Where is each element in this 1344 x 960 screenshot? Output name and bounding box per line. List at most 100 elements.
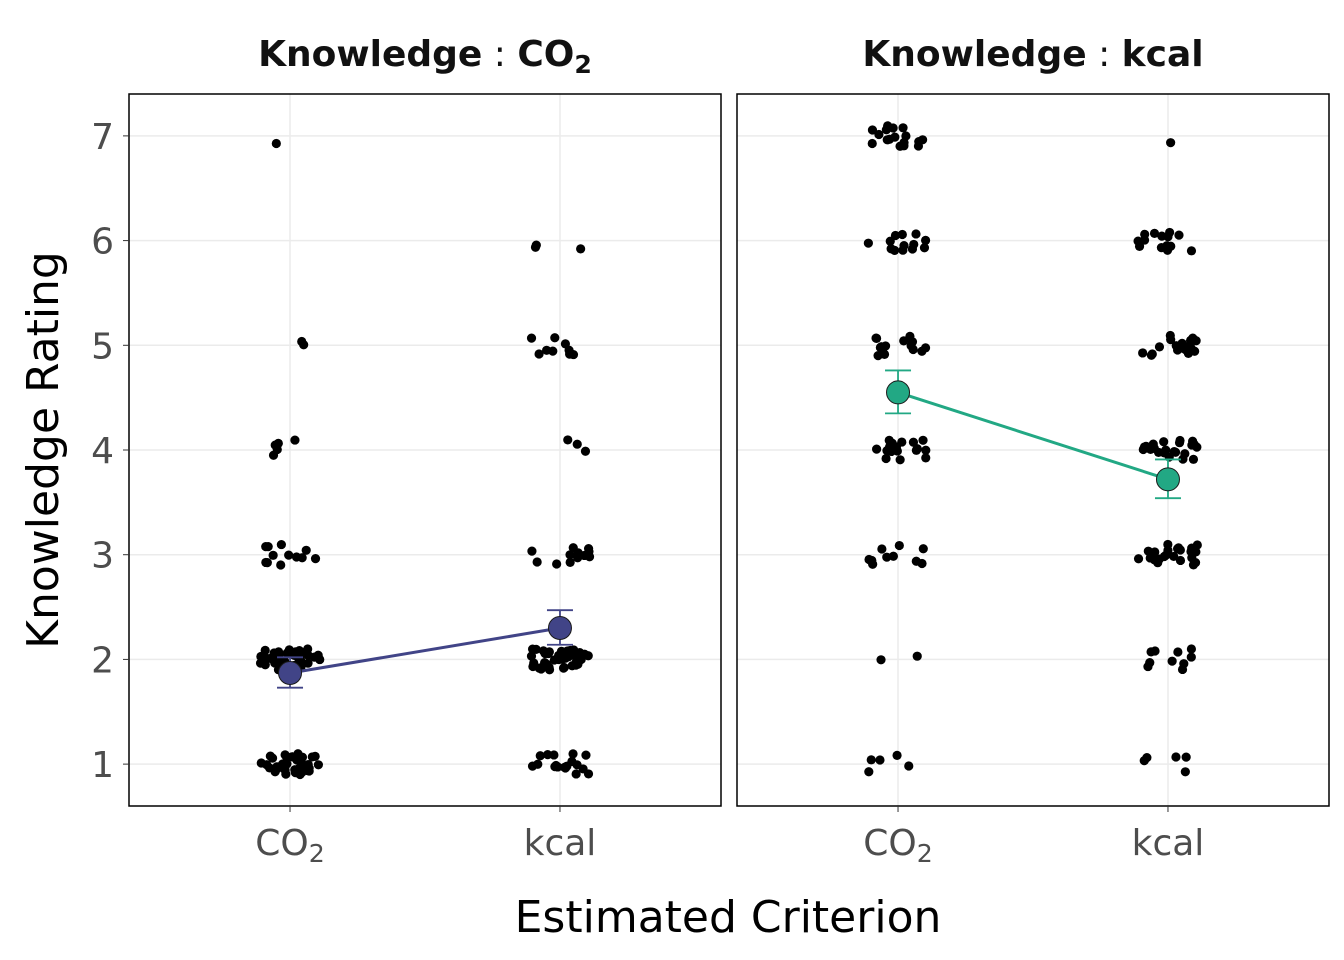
data-point [270, 658, 280, 668]
data-point [1133, 554, 1144, 564]
data-point [866, 755, 876, 765]
data-point [1139, 235, 1150, 245]
data-point [1161, 550, 1171, 560]
data-point [527, 546, 537, 556]
data-point [528, 661, 538, 672]
data-point [557, 654, 567, 664]
data-point [580, 446, 591, 456]
data-point [1139, 756, 1149, 766]
data-point [583, 769, 594, 779]
panel-border [736, 93, 1330, 807]
data-point [1188, 454, 1199, 464]
data-point [261, 542, 271, 552]
facet-strip-title: Knowledge : CO2 [258, 34, 592, 79]
data-point [280, 750, 290, 760]
data-point [552, 559, 562, 569]
data-point [526, 333, 537, 343]
data-point [1180, 767, 1190, 777]
data-point [1181, 752, 1191, 762]
y-tick-label: 4 [91, 431, 114, 472]
data-point [1181, 342, 1191, 352]
data-point [583, 651, 593, 661]
y-tick-label: 1 [91, 745, 114, 786]
data-point [1174, 230, 1184, 240]
data-point [872, 444, 882, 454]
y-axis-title: Knowledge Rating [18, 251, 69, 649]
data-point [1154, 342, 1165, 352]
x-tick-label: kcal [524, 823, 597, 864]
data-point [920, 343, 931, 353]
x-axis-title: Estimated Criterion [515, 892, 942, 943]
data-point [550, 762, 560, 772]
data-point [303, 759, 313, 770]
data-point [294, 646, 304, 656]
data-point [1173, 647, 1183, 657]
data-point [559, 662, 569, 673]
data-point [1190, 346, 1200, 356]
data-point [864, 767, 874, 777]
data-point [540, 648, 550, 659]
data-point [882, 135, 892, 145]
data-point [284, 550, 294, 560]
data-point [897, 437, 907, 447]
x-tick-label: kcal [1132, 823, 1205, 864]
data-point [904, 761, 914, 771]
data-point [1186, 652, 1196, 662]
data-point [887, 438, 897, 448]
data-point [897, 229, 907, 240]
data-point [892, 750, 902, 761]
data-point [271, 138, 281, 149]
data-point [1171, 341, 1181, 351]
data-point [581, 750, 591, 760]
data-point [290, 435, 300, 445]
data-point [272, 764, 282, 774]
data-point [1146, 350, 1157, 360]
data-point [276, 560, 286, 570]
data-point [876, 655, 886, 665]
data-point [877, 544, 887, 554]
facet-strip-title: Knowledge : kcal [862, 34, 1203, 75]
data-point [1162, 241, 1172, 251]
data-point [531, 644, 541, 654]
data-point [272, 444, 282, 455]
data-point [297, 553, 307, 563]
data-point [313, 650, 323, 660]
data-point [296, 656, 306, 666]
y-tick-label: 7 [91, 117, 114, 158]
data-point [313, 760, 324, 770]
data-point [1180, 449, 1190, 459]
data-point [894, 540, 904, 551]
data-point [295, 763, 305, 774]
data-point [867, 555, 877, 566]
data-point [310, 751, 320, 761]
data-point [576, 654, 586, 665]
data-point [921, 453, 931, 463]
data-point [1167, 656, 1177, 666]
data-point [526, 651, 537, 661]
data-point [871, 333, 882, 343]
data-point [898, 245, 908, 255]
data-point [863, 238, 873, 248]
data-point [301, 545, 311, 555]
mean-point [547, 616, 572, 640]
data-point [1189, 439, 1199, 450]
data-point [1154, 554, 1164, 564]
data-point [901, 131, 911, 141]
data-point [873, 351, 883, 361]
data-point [1149, 228, 1160, 238]
mean-line [289, 626, 561, 675]
data-point [1165, 330, 1175, 341]
data-point [534, 349, 544, 359]
data-point [567, 650, 577, 660]
data-point [881, 453, 891, 464]
data-point [919, 243, 930, 253]
data-point [1192, 540, 1202, 550]
mean-point [1155, 467, 1180, 492]
data-point [544, 665, 555, 675]
data-point [1139, 442, 1150, 452]
mean-point [278, 661, 303, 686]
data-point [1186, 644, 1197, 654]
mean-line [897, 390, 1169, 481]
data-point [1166, 138, 1176, 148]
